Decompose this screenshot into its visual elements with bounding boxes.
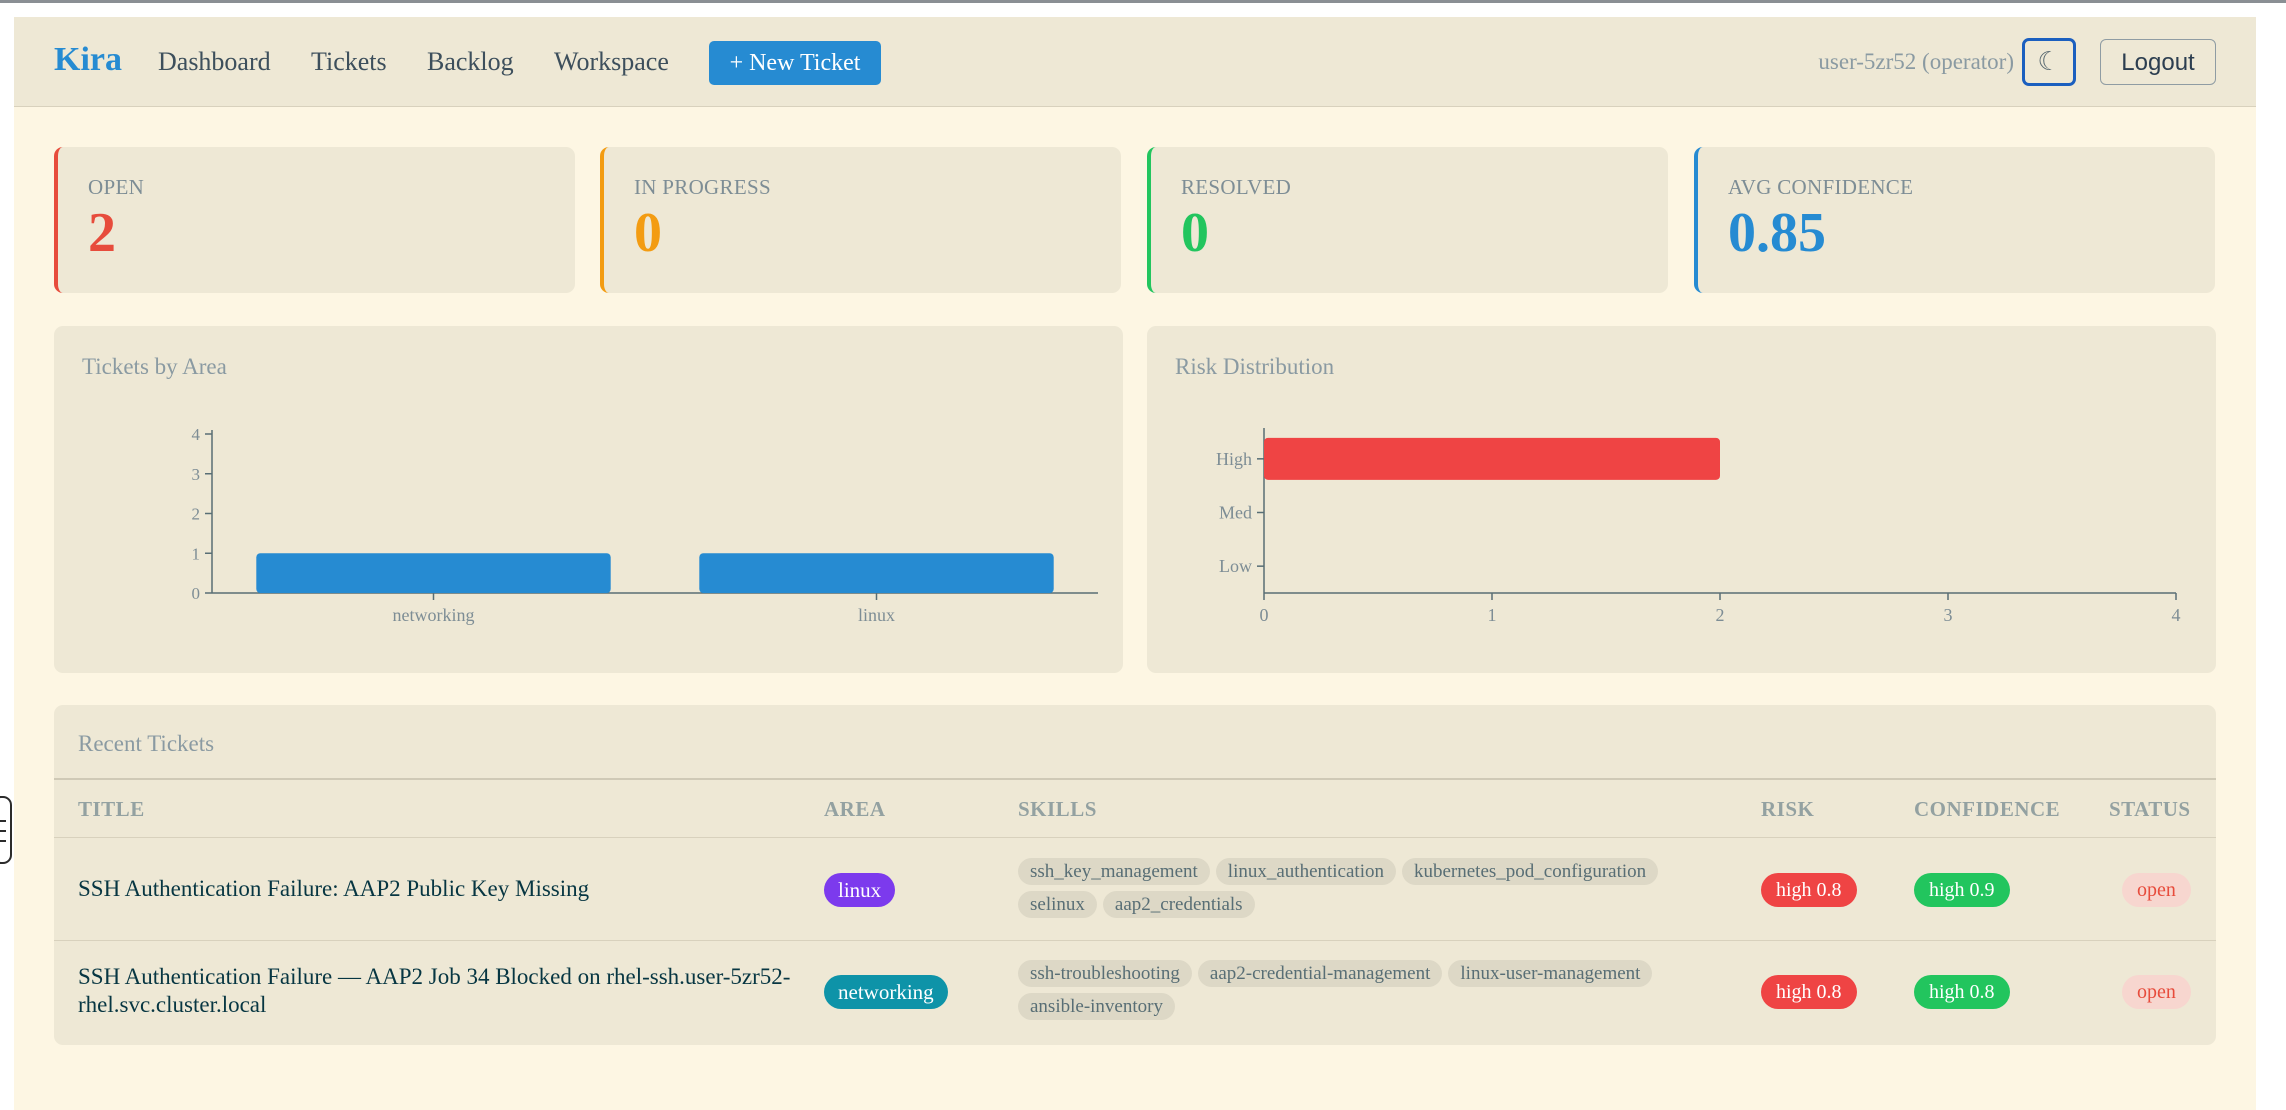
skill-tag: aap2-credential-management xyxy=(1197,960,1443,987)
risk-distribution-panel: Risk Distribution 0 1 2 3 4 High Med Low xyxy=(1147,326,2216,673)
x-tick-label: networking xyxy=(393,605,475,625)
bar-linux xyxy=(699,553,1054,593)
skill-tag: selinux xyxy=(1018,891,1097,918)
nav-link-tickets[interactable]: Tickets xyxy=(311,47,387,76)
skills-list: ssh_key_management linux_authentication ku… xyxy=(1018,858,1738,924)
skill-tag: ssh-troubleshooting xyxy=(1018,960,1192,987)
theme-toggle-button[interactable]: ☾ xyxy=(2022,38,2076,86)
y-tick-label: 1 xyxy=(192,544,201,563)
ticket-title-link[interactable]: SSH Authentication Failure: AAP2 Public … xyxy=(78,876,590,901)
bar-high xyxy=(1264,437,1720,480)
panel-title: Risk Distribution xyxy=(1175,354,1335,379)
column-header-skills[interactable]: SKILLS xyxy=(1018,797,1097,821)
nav-link-backlog[interactable]: Backlog xyxy=(427,47,514,76)
table-header: TITLE AREA SKILLS RISK CONFIDENCE STATUS xyxy=(54,778,2216,838)
window-top-border xyxy=(0,0,2286,3)
nav-link-dashboard[interactable]: Dashboard xyxy=(158,47,271,76)
skill-tag: linux_authentication xyxy=(1215,858,1396,885)
x-tick-label: 0 xyxy=(1260,605,1269,625)
x-tick-label: 1 xyxy=(1488,605,1497,625)
confidence-badge: high 0.8 xyxy=(1914,975,2010,1009)
skill-tag: ansible-inventory xyxy=(1018,993,1175,1020)
area-badge: networking xyxy=(824,975,948,1009)
stat-card-open: OPEN 2 xyxy=(54,147,575,293)
brand-logo[interactable]: Kira xyxy=(54,41,122,78)
stat-label: RESOLVED xyxy=(1181,175,1292,199)
top-navbar: Kira Dashboard Tickets Backlog Workspace… xyxy=(14,17,2256,107)
tickets-by-area-chart: 0 1 2 3 4 networking linux xyxy=(192,425,1098,625)
ticket-title-link[interactable]: SSH Authentication Failure — AAP2 Job 34… xyxy=(78,964,791,1017)
recent-tickets-panel: Recent Tickets TITLE AREA SKILLS RISK CO… xyxy=(54,705,2216,1045)
column-header-title[interactable]: TITLE xyxy=(78,797,145,821)
stat-card-resolved: RESOLVED 0 xyxy=(1147,147,1668,293)
status-badge: open xyxy=(2122,975,2191,1009)
status-badge: open xyxy=(2122,873,2191,907)
bar-networking xyxy=(256,553,611,593)
column-header-confidence[interactable]: CONFIDENCE xyxy=(1914,797,2061,821)
side-panel-handle[interactable] xyxy=(0,796,12,864)
stat-card-avg-confidence: AVG CONFIDENCE 0.85 xyxy=(1694,147,2215,293)
skill-tag: linux-user-management xyxy=(1448,960,1653,987)
y-tick-label: Med xyxy=(1219,503,1252,523)
x-tick-label: 4 xyxy=(2172,605,2181,625)
y-tick-label: 2 xyxy=(192,505,201,524)
nav-link-workspace[interactable]: Workspace xyxy=(554,47,669,76)
current-user-label: user-5zr52 (operator) xyxy=(1818,49,2014,74)
y-tick-label: 3 xyxy=(192,465,201,484)
panel-title: Recent Tickets xyxy=(78,731,215,756)
y-tick-label: 0 xyxy=(192,584,201,603)
tickets-by-area-panel: Tickets by Area 0 1 2 3 4 networking linux xyxy=(54,326,1123,673)
risk-badge: high 0.8 xyxy=(1761,873,1857,907)
column-header-risk[interactable]: RISK xyxy=(1761,797,1815,821)
stat-label: IN PROGRESS xyxy=(634,175,771,199)
skill-tag: aap2_credentials xyxy=(1102,891,1255,918)
stat-value: 2 xyxy=(88,202,116,264)
risk-distribution-chart: 0 1 2 3 4 High Med Low xyxy=(1216,428,2181,625)
x-tick-label: 2 xyxy=(1716,605,1725,625)
stat-value: 0 xyxy=(1181,202,1209,264)
panel-title: Tickets by Area xyxy=(82,354,227,379)
moon-icon: ☾ xyxy=(2037,47,2061,76)
stat-label: OPEN xyxy=(88,175,145,199)
app-window: Kira Dashboard Tickets Backlog Workspace… xyxy=(14,17,2256,1110)
x-tick-label: linux xyxy=(858,605,895,625)
x-tick-label: 3 xyxy=(1944,605,1953,625)
skill-tag: ssh_key_management xyxy=(1018,858,1210,885)
confidence-badge: high 0.9 xyxy=(1914,873,2010,907)
area-badge: linux xyxy=(824,873,896,907)
stat-value: 0 xyxy=(634,202,662,264)
skills-list: ssh-troubleshooting aap2-credential-manag… xyxy=(1018,960,1738,1026)
table-row[interactable]: SSH Authentication Failure: AAP2 Public … xyxy=(54,839,2216,941)
stat-card-in-progress: IN PROGRESS 0 xyxy=(600,147,1121,293)
y-tick-label: 4 xyxy=(192,425,201,444)
skill-tag: kubernetes_pod_configuration xyxy=(1401,858,1659,885)
y-tick-label: Low xyxy=(1219,556,1252,576)
column-header-status[interactable]: STATUS xyxy=(2109,797,2191,821)
new-ticket-button[interactable]: + New Ticket xyxy=(709,41,881,85)
stat-label: AVG CONFIDENCE xyxy=(1728,175,1914,199)
table-row[interactable]: SSH Authentication Failure — AAP2 Job 34… xyxy=(54,941,2216,1043)
stat-value: 0.85 xyxy=(1728,202,1826,264)
column-header-area[interactable]: AREA xyxy=(824,797,886,821)
y-tick-label: High xyxy=(1216,449,1252,469)
logout-button[interactable]: Logout xyxy=(2100,39,2216,85)
risk-badge: high 0.8 xyxy=(1761,975,1857,1009)
